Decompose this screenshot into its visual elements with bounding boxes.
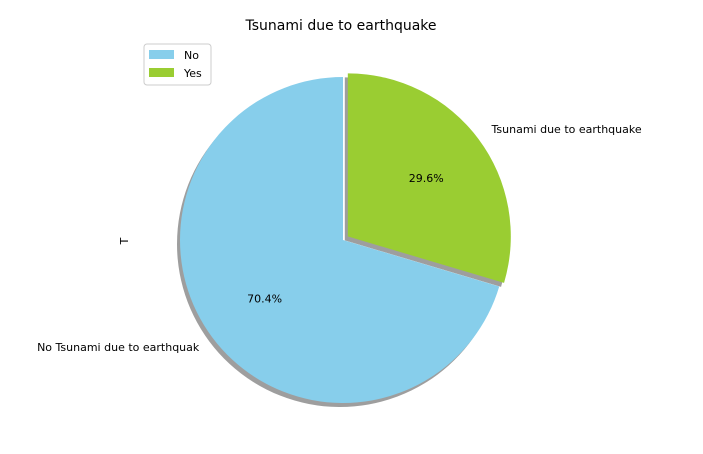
pie-slices: [179, 73, 511, 403]
legend-items: No Yes: [149, 49, 202, 80]
legend-swatch-yes: [149, 68, 174, 77]
pie-outer-label-yes: Tsunami due to earthquake: [491, 123, 642, 136]
legend-label-no: No: [184, 49, 199, 62]
chart-title: Tsunami due to earthquake: [244, 18, 436, 34]
pie-labels: 70.4% No Tsunami due to earthquak 29.6% Tsu…: [37, 123, 642, 354]
pie-outer-label-no: No Tsunami due to earthquak: [37, 341, 200, 354]
legend-label-yes: Yes: [183, 67, 202, 80]
pie-slice-no: [179, 77, 500, 403]
pie-pct-label-yes: 29.6%: [409, 172, 444, 185]
pie-pct-label-no: 70.4%: [247, 292, 282, 305]
legend: No Yes: [143, 43, 212, 86]
y-axis-label: T: [118, 237, 131, 245]
pie-slice-yes: [347, 73, 511, 283]
legend-swatch-no: [149, 50, 174, 59]
